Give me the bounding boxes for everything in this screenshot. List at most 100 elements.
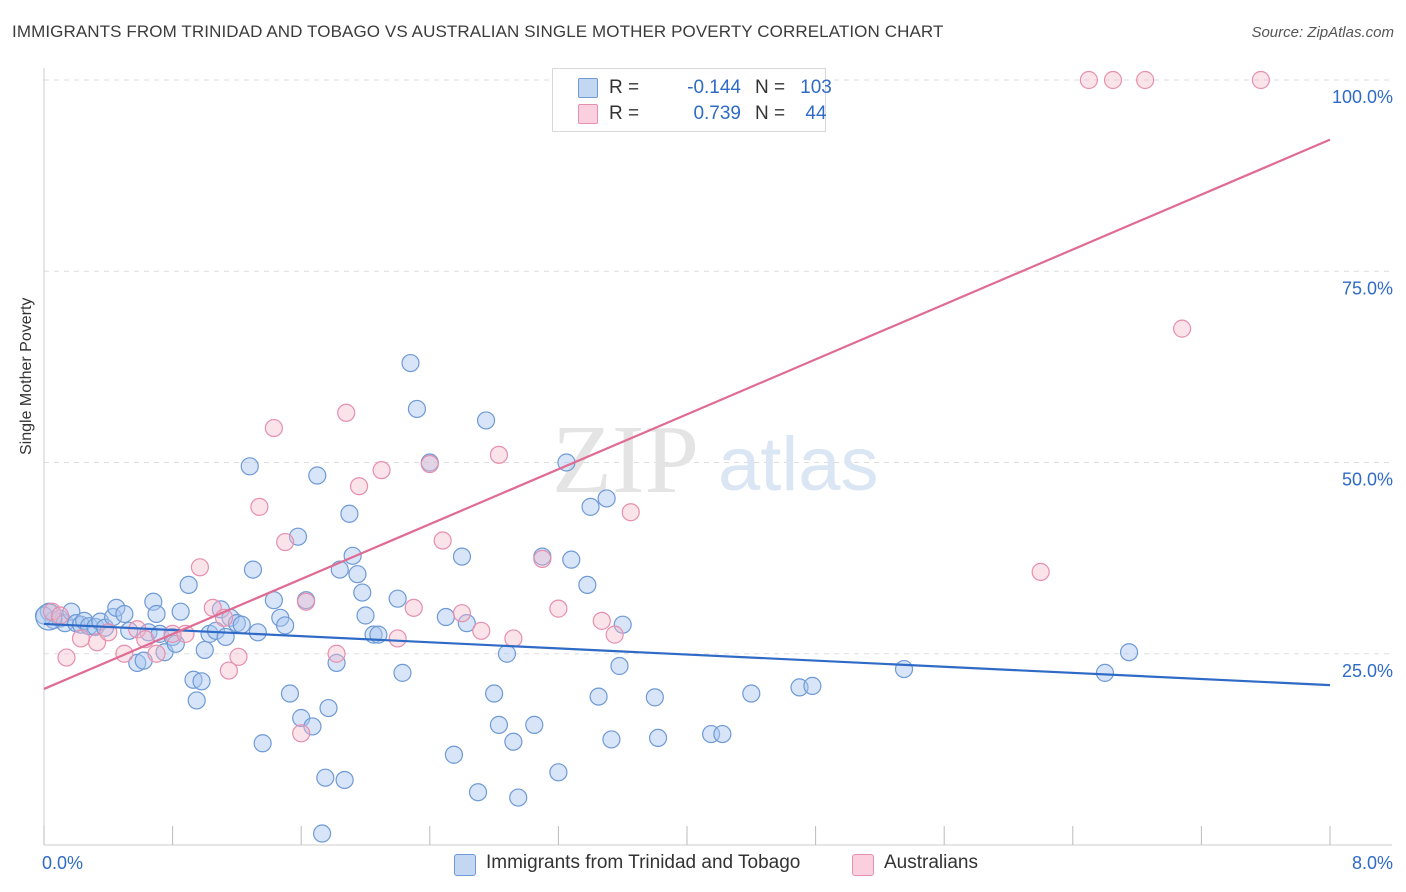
data-point-immigrants xyxy=(308,466,327,485)
legend-n-label: N = xyxy=(755,103,786,124)
data-point-immigrants xyxy=(276,616,295,635)
data-point-australians xyxy=(549,599,568,618)
data-point-immigrants xyxy=(303,717,322,736)
data-point-immigrants xyxy=(216,627,235,647)
data-point-immigrants xyxy=(316,768,335,787)
data-point-immigrants xyxy=(589,687,608,706)
data-point-immigrants xyxy=(343,546,362,565)
legend-swatch-blue xyxy=(578,78,598,98)
data-point-immigrants xyxy=(319,698,338,718)
data-point-australians xyxy=(219,661,238,680)
data-point-immigrants xyxy=(335,770,354,790)
series-australians-points xyxy=(42,70,1270,743)
data-point-immigrants xyxy=(525,715,544,734)
data-point-immigrants xyxy=(192,672,211,691)
stats-legend: R = -0.144 N = 103 R = 0.739 N = 44 xyxy=(552,68,832,132)
data-point-immigrants xyxy=(1095,663,1115,682)
data-point-australians xyxy=(1103,70,1123,90)
data-point-immigrants xyxy=(1119,643,1139,662)
data-point-immigrants xyxy=(610,656,629,676)
data-point-australians xyxy=(1079,70,1098,90)
data-point-immigrants xyxy=(62,602,81,621)
data-point-australians xyxy=(504,629,523,648)
data-point-immigrants xyxy=(353,583,372,602)
legend-n-value: 103 xyxy=(800,77,832,98)
data-point-immigrants xyxy=(243,560,263,579)
watermark-zip: ZIP xyxy=(552,406,699,514)
data-point-immigrants xyxy=(388,589,407,608)
data-point-immigrants xyxy=(468,783,488,802)
chart-title: IMMIGRANTS FROM TRINIDAD AND TOBAGO VS A… xyxy=(12,22,944,41)
grid-lines xyxy=(44,79,1392,655)
data-point-australians xyxy=(404,598,423,617)
y-tick-label: 50.0% xyxy=(1342,470,1393,490)
data-point-australians xyxy=(489,445,509,464)
data-point-australians xyxy=(190,558,210,577)
data-point-australians xyxy=(349,477,369,496)
data-point-australians xyxy=(337,403,356,422)
legend-swatch-pink xyxy=(578,104,598,124)
series-immigrants-points xyxy=(34,353,1139,843)
data-point-immigrants xyxy=(485,684,504,703)
tick-labels: 25.0% 50.0% 75.0% 100.0% 0.0% 8.0% xyxy=(42,87,1393,873)
data-point-immigrants xyxy=(509,788,528,807)
data-point-australians xyxy=(50,606,70,625)
y-tick-label: 25.0% xyxy=(1342,661,1393,681)
data-point-immigrants xyxy=(232,615,251,634)
data-point-immigrants xyxy=(457,614,476,633)
data-point-australians xyxy=(292,724,311,743)
data-point-immigrants xyxy=(147,604,166,624)
data-point-australians xyxy=(1031,562,1050,581)
data-point-immigrants xyxy=(713,724,732,744)
data-point-immigrants xyxy=(248,623,267,642)
watermark: ZIP atlas xyxy=(552,406,879,514)
data-point-australians xyxy=(533,549,552,568)
data-point-australians xyxy=(57,648,76,667)
data-point-immigrants xyxy=(407,399,427,419)
x-tick-label: 8.0% xyxy=(1352,853,1393,873)
legend-r-label: R = xyxy=(609,77,640,98)
data-point-immigrants xyxy=(253,734,272,753)
legend-r-value: 0.739 xyxy=(693,103,741,124)
data-point-immigrants xyxy=(340,504,359,523)
data-point-immigrants xyxy=(562,550,581,569)
source-label: Source: ZipAtlas.com xyxy=(1251,24,1394,41)
data-point-immigrants xyxy=(312,824,332,843)
data-point-australians xyxy=(1136,70,1155,90)
data-point-immigrants xyxy=(166,634,185,653)
data-point-immigrants xyxy=(115,604,134,624)
data-point-australians xyxy=(1251,70,1270,90)
data-point-immigrants xyxy=(504,732,523,751)
data-point-immigrants xyxy=(348,565,367,584)
data-point-immigrants xyxy=(648,728,668,748)
data-point-australians xyxy=(264,418,283,438)
bottom-legend-swatch-pink xyxy=(852,854,874,876)
data-point-immigrants xyxy=(645,688,664,707)
data-point-australians xyxy=(276,532,295,552)
data-point-immigrants xyxy=(195,640,214,660)
bottom-legend-swatch-blue xyxy=(454,854,476,876)
y-tick-label: 100.0% xyxy=(1332,87,1393,107)
data-point-immigrants xyxy=(240,457,259,476)
x-tick-label: 0.0% xyxy=(42,853,83,873)
data-point-immigrants xyxy=(489,715,509,734)
axes xyxy=(43,68,1392,846)
bottom-legend-label: Immigrants from Trinidad and Tobago xyxy=(486,852,801,873)
data-point-immigrants xyxy=(179,575,198,595)
data-point-immigrants xyxy=(602,730,621,749)
data-point-australians xyxy=(605,625,624,644)
data-point-immigrants xyxy=(356,606,375,625)
legend-n-value: 44 xyxy=(805,103,827,124)
data-point-immigrants xyxy=(444,745,464,764)
data-point-australians xyxy=(592,611,611,630)
data-point-australians xyxy=(229,647,248,666)
data-point-immigrants xyxy=(436,607,455,627)
data-point-immigrants xyxy=(476,411,496,430)
data-point-immigrants xyxy=(497,644,517,663)
data-point-australians xyxy=(250,497,269,516)
data-point-immigrants xyxy=(401,353,420,373)
data-point-immigrants xyxy=(742,684,761,703)
legend-r-value: -0.144 xyxy=(687,77,741,98)
trendline-australians xyxy=(43,138,1331,690)
